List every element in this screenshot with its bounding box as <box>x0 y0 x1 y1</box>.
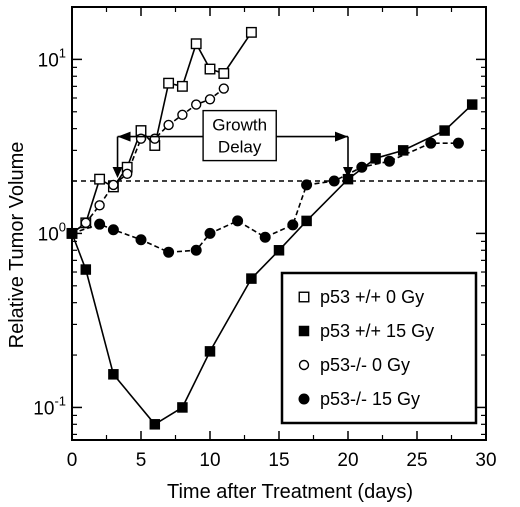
data-point-series-1 <box>439 125 450 136</box>
x-tick-label: 20 <box>337 450 358 471</box>
data-point-series-1 <box>80 264 92 275</box>
data-point-series-2 <box>149 133 161 144</box>
legend-marker <box>298 325 310 337</box>
data-point-series-2 <box>190 99 202 110</box>
data-point-series-3 <box>328 175 340 187</box>
delay-drop-arrow-left <box>112 167 123 179</box>
data-point-series-3 <box>163 246 175 258</box>
data-point-series-0 <box>176 80 188 92</box>
growth-delay-label: Delay <box>218 138 262 157</box>
data-point-series-2 <box>204 94 216 105</box>
data-point-series-3 <box>94 218 106 230</box>
data-point-series-1 <box>466 99 478 110</box>
data-point-series-1 <box>177 402 188 413</box>
data-point-series-1 <box>246 273 257 284</box>
data-point-series-3 <box>204 227 216 239</box>
data-point-series-3 <box>259 231 271 243</box>
data-point-series-2 <box>163 119 174 131</box>
x-tick-label: 0 <box>67 450 78 471</box>
y-tick-label: 101 <box>38 45 66 71</box>
delay-arrowhead-left <box>117 131 131 142</box>
data-point-series-2 <box>135 133 147 144</box>
legend-label: p53 +/+ 15 Gy <box>320 321 434 341</box>
legend-marker <box>298 359 310 371</box>
data-point-series-1 <box>397 145 409 156</box>
data-point-series-3 <box>107 224 119 236</box>
data-point-series-1 <box>149 419 161 430</box>
data-point-series-3 <box>383 155 395 167</box>
legend-box <box>280 271 478 425</box>
legend-label: p53-/- 0 Gy <box>320 355 410 375</box>
x-tick-label: 5 <box>136 450 147 471</box>
data-point-series-3 <box>356 161 368 173</box>
series-layer <box>66 26 478 430</box>
data-point-series-3 <box>135 234 147 246</box>
data-point-series-1 <box>370 153 381 164</box>
delay-drop-arrow-right <box>343 167 353 179</box>
data-point-series-0 <box>190 38 202 50</box>
legend-label: p53 +/+ 0 Gy <box>320 287 424 307</box>
legend-marker <box>298 291 310 303</box>
data-point-series-0 <box>245 26 257 38</box>
x-tick-label: 10 <box>199 450 220 471</box>
series-line-3 <box>71 142 459 254</box>
data-point-series-0 <box>218 68 230 79</box>
data-point-series-0 <box>94 173 106 185</box>
growth-delay-box <box>202 109 277 162</box>
data-point-series-2 <box>80 217 92 229</box>
data-point-series-3 <box>452 137 464 149</box>
x-tick-label: 15 <box>268 450 289 471</box>
data-point-series-0 <box>204 63 216 75</box>
growth-delay-annotation: Growth Delay <box>112 109 353 179</box>
legend-label: p53-/- 15 Gy <box>320 389 420 409</box>
x-axis-title: Time after Treatment (days) <box>167 481 413 503</box>
legend-marker <box>298 393 310 405</box>
y-tick-label: 10-1 <box>33 393 66 419</box>
legend: p53 +/+ 0 Gy p53 +/+ 15 Gy p53-/- 0 Gy p53-… <box>280 271 478 425</box>
series-line-2 <box>71 87 225 235</box>
data-point-series-3 <box>190 244 202 256</box>
data-point-series-3 <box>232 215 244 227</box>
data-point-series-2 <box>94 200 105 211</box>
data-point-series-1 <box>108 369 119 380</box>
y-tick-label: 100 <box>38 219 66 245</box>
x-tick-label: 25 <box>406 450 427 471</box>
data-point-series-3 <box>287 219 299 231</box>
data-point-series-2 <box>218 83 230 94</box>
x-tick-label: 30 <box>475 450 496 471</box>
data-point-series-0 <box>163 77 175 89</box>
data-point-series-3 <box>425 137 437 149</box>
delay-arrowhead-right <box>335 131 348 142</box>
data-point-series-2 <box>121 168 133 180</box>
data-point-series-1 <box>273 245 285 256</box>
y-axis-title: Relative Tumor Volume <box>6 142 28 349</box>
data-point-series-2 <box>177 109 188 121</box>
data-point-series-2 <box>108 179 119 191</box>
data-point-series-1 <box>204 346 216 357</box>
data-point-series-3 <box>301 179 313 191</box>
axes-layer: 0 5 10 15 20 25 30 10-1 100 101 <box>33 6 497 471</box>
growth-delay-label: Growth <box>212 116 267 135</box>
data-point-series-1 <box>301 215 312 227</box>
